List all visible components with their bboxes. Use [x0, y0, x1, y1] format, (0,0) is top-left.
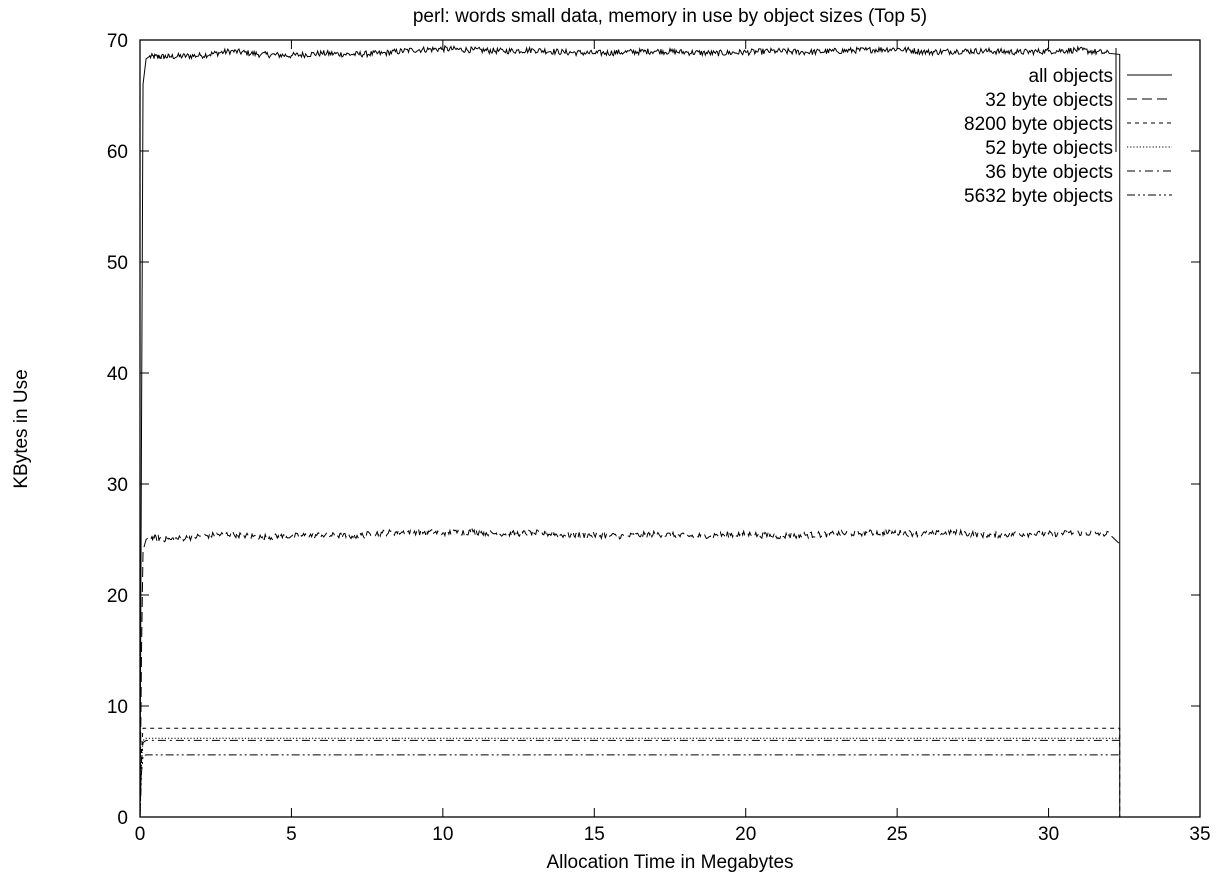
x-tick-label: 15	[584, 824, 605, 845]
series-line-5	[139, 739, 1120, 818]
legend-label-5: 36 byte objects	[985, 162, 1113, 183]
series-line-2	[139, 527, 1121, 818]
legend-label-6: 5632 byte objects	[964, 186, 1113, 207]
axis-ticks: 0 5 10 15 20 25 30 35 0 10 20 30 40 50 60 70	[107, 31, 1211, 845]
y-tick-label: 70	[107, 31, 128, 52]
series-line-6	[139, 754, 1120, 818]
y-tick-label: 30	[107, 475, 128, 496]
x-axis-label: Allocation Time in Megabytes	[546, 852, 793, 873]
x-tick-label: 35	[1189, 824, 1210, 845]
series-line-3	[139, 727, 1121, 818]
y-tick-label: 20	[107, 586, 128, 607]
legend-label-1: all objects	[1029, 66, 1114, 87]
x-tick-label: 10	[432, 824, 453, 845]
y-tick-label: 50	[107, 253, 128, 274]
x-tick-label: 30	[1038, 824, 1059, 845]
y-tick-label: 40	[107, 364, 128, 385]
series-group	[139, 44, 1121, 818]
x-tick-label: 5	[286, 824, 297, 845]
plot-frame	[139, 39, 1201, 818]
legend-label-3: 8200 byte objects	[964, 114, 1113, 135]
legend: all objects 32 byte objects 8200 byte obje…	[964, 48, 1172, 207]
legend-label-4: 52 byte objects	[985, 138, 1113, 159]
legend-label-2: 32 byte objects	[985, 90, 1113, 111]
chart-title: perl: words small data, memory in use by…	[413, 6, 927, 27]
series-line-4	[139, 737, 1120, 818]
y-tick-label: 10	[107, 697, 128, 718]
series-line-1	[139, 44, 1121, 818]
y-tick-label: 0	[117, 808, 128, 829]
x-tick-label: 0	[135, 824, 146, 845]
x-tick-label: 25	[887, 824, 908, 845]
y-axis-label: KBytes in Use	[11, 369, 32, 488]
y-tick-label: 60	[107, 142, 128, 163]
x-tick-label: 20	[735, 824, 756, 845]
